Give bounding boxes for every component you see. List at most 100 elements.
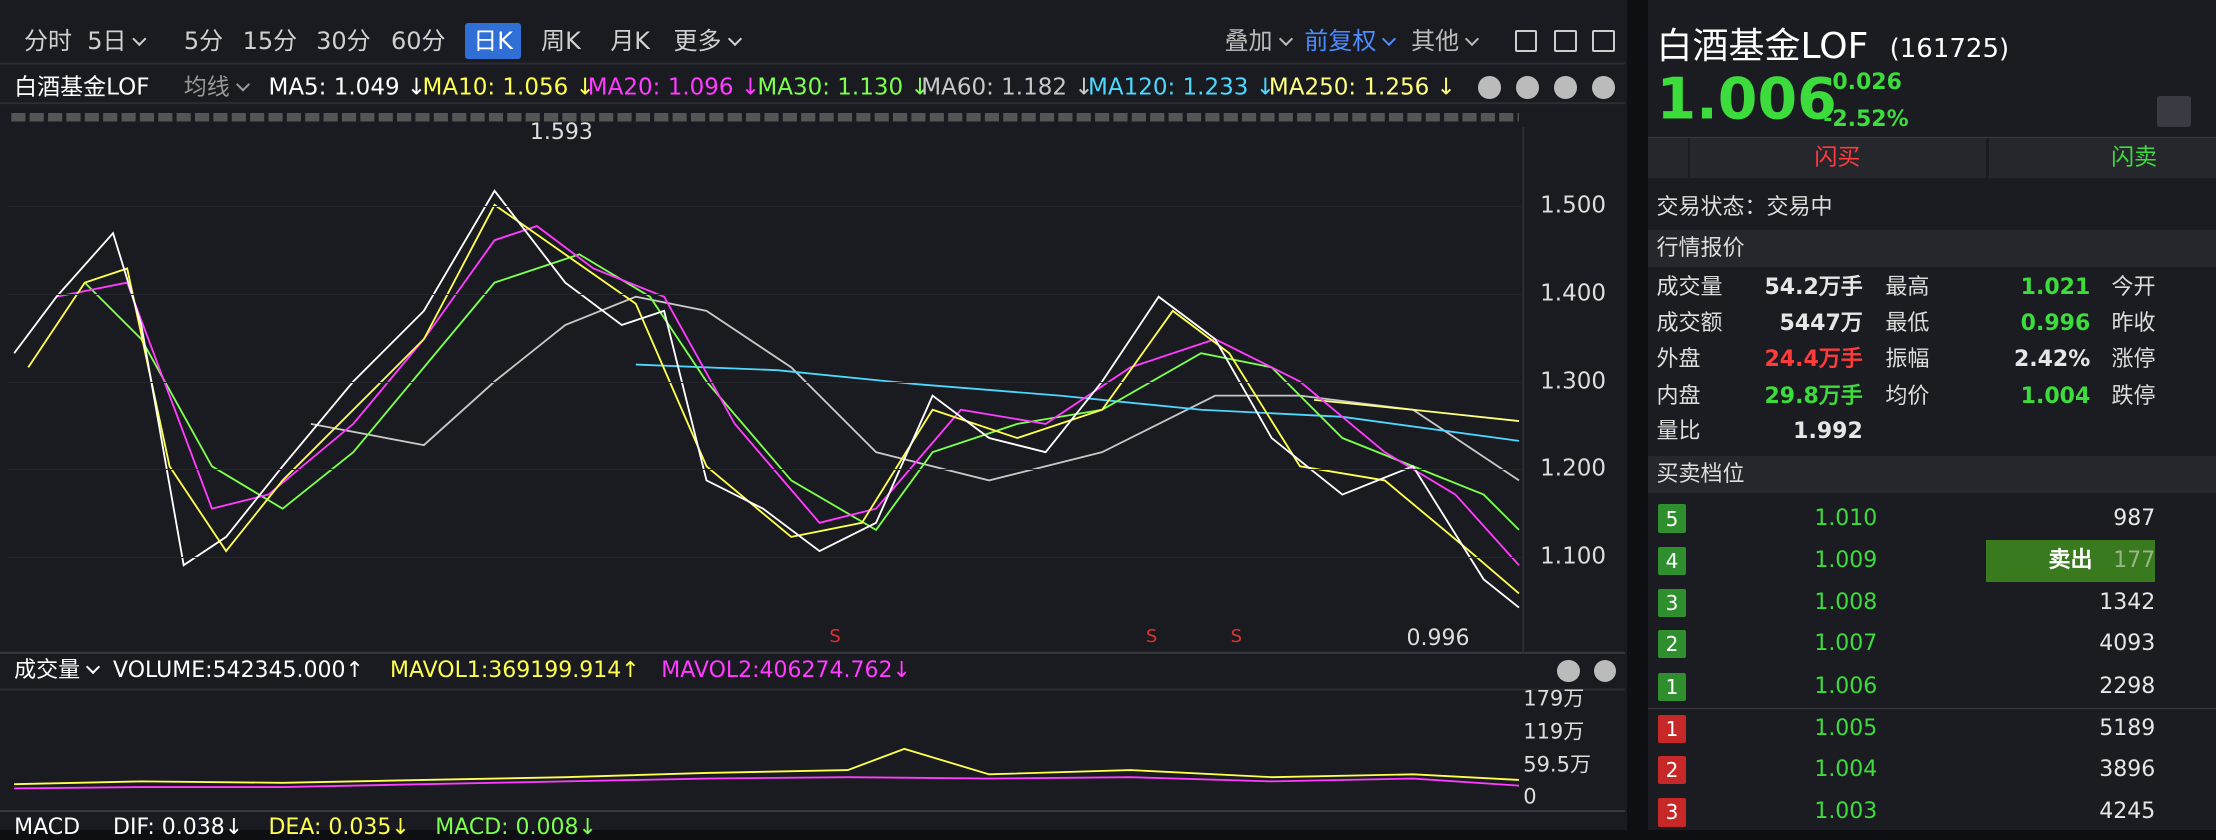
- y-tick-label: 1.400: [1540, 280, 1607, 307]
- order-price: 1.008: [1814, 590, 1878, 616]
- period-button[interactable]: 5日: [87, 29, 144, 53]
- order-volume: 4093: [2099, 631, 2156, 657]
- quote-label: 跌停: [2111, 384, 2156, 410]
- period-button[interactable]: 日K: [473, 26, 513, 55]
- quote-label: 今开: [2111, 275, 2156, 301]
- panel-icon[interactable]: [1557, 659, 1580, 683]
- panel-icon[interactable]: [1554, 76, 1577, 99]
- volume-name[interactable]: 成交量: [14, 660, 98, 682]
- ma-value: MA60: 1.182 ↓: [921, 74, 1094, 101]
- order-price: 1.004: [1814, 757, 1878, 783]
- period-button[interactable]: 月K: [610, 26, 651, 55]
- level-number: 1: [1665, 674, 1679, 699]
- section-bg: [1648, 230, 2216, 268]
- ma-mode[interactable]: 均线: [184, 76, 248, 99]
- macd-value: MACD: 0.008↓: [435, 815, 597, 840]
- volume-tick-label: 119万: [1523, 719, 1585, 744]
- period-button[interactable]: 周K: [541, 26, 581, 55]
- quote-label: 量比: [1656, 419, 1701, 445]
- add-button[interactable]: [2156, 96, 2191, 128]
- high-annotation: 1.593: [529, 120, 593, 146]
- signal-marker: S: [1145, 626, 1158, 648]
- quote-value: 1.004: [2020, 384, 2091, 410]
- y-tick-label: 1.200: [1540, 455, 1607, 482]
- period-button[interactable]: 5分: [183, 26, 224, 55]
- tool-icon[interactable]: [1592, 29, 1616, 53]
- quote-label: 内盘: [1656, 384, 1701, 410]
- last-price: 1.006: [1656, 66, 1837, 133]
- level-badge: [1657, 546, 1687, 576]
- change: -0.026: [1823, 70, 1902, 96]
- y-tick-label: 1.500: [1540, 192, 1607, 219]
- quote-label: 成交额: [1656, 310, 1723, 336]
- buy-label: 闪买: [1814, 144, 1861, 171]
- sell-button[interactable]: [1988, 138, 2216, 179]
- macd-value: DIF: 0.038↓: [113, 815, 244, 840]
- panel-icon[interactable]: [1477, 76, 1501, 99]
- quote-label: 最低: [1885, 310, 1930, 336]
- order-price: 1.005: [1814, 716, 1878, 742]
- panel-icon[interactable]: [1516, 76, 1539, 99]
- macd-name: MACD: [14, 815, 81, 840]
- period-button[interactable]: 60分: [390, 26, 446, 55]
- period-button[interactable]: 分时: [24, 26, 73, 55]
- volume-tick-label: 179万: [1523, 686, 1585, 711]
- period-selected-bg: [464, 22, 522, 60]
- level-badge: [1657, 589, 1687, 618]
- quote-label: 最高: [1885, 275, 1930, 301]
- level-badge: [1657, 798, 1687, 827]
- collapse-button[interactable]: [1648, 138, 1688, 179]
- quote-label: 涨停: [2111, 347, 2156, 373]
- ma-value: MA250: 1.256 ↓: [1268, 74, 1456, 101]
- panel-icon[interactable]: [1592, 76, 1616, 99]
- order-price: 1.010: [1814, 505, 1878, 531]
- quote-label: 振幅: [1885, 347, 1930, 373]
- order-price: 1.007: [1814, 631, 1878, 657]
- volume-value: VOLUME:542345.000↑: [113, 658, 364, 684]
- option-menu[interactable]: 前复权: [1304, 29, 1394, 53]
- quote-value: 1.021: [2020, 275, 2091, 301]
- order-volume: 177: [2113, 547, 2156, 573]
- trade-status: 交易状态：交易中: [1656, 194, 1833, 220]
- grid-line: [7, 293, 1522, 295]
- sell-order-label: 卖出: [2048, 547, 2093, 573]
- signal-marker: S: [1230, 626, 1243, 648]
- change-pct: -2.52%: [1823, 107, 1909, 133]
- section-bg: [1648, 456, 2216, 494]
- grid-line: [7, 469, 1522, 471]
- quote-label: 外盘: [1656, 347, 1701, 373]
- quote-label: 昨收: [2111, 310, 2156, 336]
- order-volume: 2298: [2099, 673, 2156, 699]
- level-badge: [1657, 714, 1687, 744]
- quote-label: 成交量: [1656, 275, 1723, 301]
- chart-drawing: [0, 62, 1625, 812]
- tool-icon[interactable]: [1554, 29, 1577, 53]
- quote-value: 1.992: [1793, 419, 1863, 445]
- quote-value: 24.4万手: [1764, 347, 1863, 373]
- y-tick-label: 1.100: [1540, 543, 1607, 570]
- y-tick-label: 1.300: [1540, 368, 1607, 394]
- tool-icon[interactable]: [1514, 29, 1538, 53]
- sell-label: 闪卖: [2111, 144, 2158, 171]
- option-menu[interactable]: 叠加: [1225, 29, 1291, 53]
- period-button[interactable]: 15分: [242, 26, 298, 55]
- grid-line: [7, 206, 1522, 208]
- section-title: 行情报价: [1656, 235, 1745, 261]
- level-badge: [1657, 672, 1687, 701]
- ma-value: MA30: 1.130 ↓: [757, 74, 930, 101]
- volume-value: MAVOL2:406274.762↓: [661, 658, 911, 684]
- level-number: 4: [1665, 548, 1679, 573]
- ma-value: MA5: 1.049 ↓: [268, 74, 427, 101]
- order-price: 1.009: [1814, 547, 1878, 573]
- sell-order-bg: [1985, 539, 2156, 583]
- option-menu[interactable]: 其他: [1411, 29, 1477, 53]
- panel-icon[interactable]: [1593, 659, 1617, 683]
- quote-value: 5447万: [1779, 310, 1863, 336]
- period-button[interactable]: 30分: [316, 26, 371, 55]
- period-button[interactable]: 更多: [674, 29, 740, 53]
- divider: [1648, 137, 2216, 139]
- buy-button[interactable]: [1690, 138, 1986, 179]
- order-volume: 4245: [2099, 799, 2156, 825]
- quote-value: 0.996: [2020, 310, 2091, 336]
